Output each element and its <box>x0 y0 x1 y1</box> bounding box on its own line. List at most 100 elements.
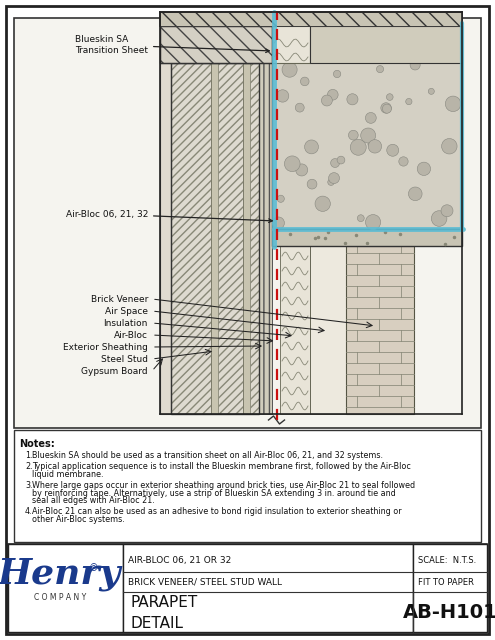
Circle shape <box>382 104 392 113</box>
Bar <box>160 26 272 63</box>
Bar <box>14 430 481 542</box>
Circle shape <box>427 37 438 47</box>
Circle shape <box>331 159 340 168</box>
Bar <box>250 63 259 414</box>
Text: Insulation: Insulation <box>103 319 148 328</box>
Text: C O M P A N Y: C O M P A N Y <box>34 593 86 602</box>
Bar <box>171 63 259 414</box>
Circle shape <box>406 99 412 105</box>
Circle shape <box>277 195 284 202</box>
Bar <box>243 63 250 414</box>
Circle shape <box>315 196 330 211</box>
Text: Brick Veneer: Brick Veneer <box>91 294 148 303</box>
Bar <box>310 26 462 63</box>
Bar <box>346 246 414 414</box>
Circle shape <box>300 77 309 86</box>
Bar <box>272 229 462 246</box>
Text: seal all edges with Air-Bloc 21.: seal all edges with Air-Bloc 21. <box>32 496 155 505</box>
Text: PARAPET
DETAIL: PARAPET DETAIL <box>131 595 198 630</box>
Circle shape <box>321 95 332 106</box>
Circle shape <box>348 131 358 140</box>
Circle shape <box>327 90 338 100</box>
Text: Blueskin SA
Transition Sheet: Blueskin SA Transition Sheet <box>75 35 269 54</box>
Text: 2.: 2. <box>25 462 33 471</box>
Bar <box>160 12 462 26</box>
Circle shape <box>359 49 367 57</box>
Circle shape <box>347 93 358 105</box>
Bar <box>272 26 462 229</box>
Text: Gypsum Board: Gypsum Board <box>81 367 148 376</box>
Circle shape <box>296 164 308 176</box>
Circle shape <box>357 215 364 221</box>
Circle shape <box>428 88 434 94</box>
Circle shape <box>285 156 300 172</box>
Bar <box>272 26 310 63</box>
Bar <box>14 18 481 428</box>
Circle shape <box>272 217 285 229</box>
Circle shape <box>387 93 393 100</box>
Circle shape <box>282 62 297 77</box>
Text: Air Space: Air Space <box>105 307 148 316</box>
Circle shape <box>444 56 450 63</box>
Circle shape <box>346 49 353 58</box>
Circle shape <box>350 140 366 156</box>
Circle shape <box>441 205 453 217</box>
Text: other Air-Bloc systems.: other Air-Bloc systems. <box>32 515 125 524</box>
Bar <box>280 246 310 414</box>
Circle shape <box>392 40 404 52</box>
Circle shape <box>328 179 334 186</box>
Text: by reinforcing tape. Alternatively, use a strip of Blueskin SA extending 3 in. a: by reinforcing tape. Alternatively, use … <box>32 488 396 497</box>
Circle shape <box>387 144 398 156</box>
Text: Blueskin SA should be used as a transition sheet on all Air-Bloc 06, 21, and 32 : Blueskin SA should be used as a transiti… <box>32 451 383 460</box>
Text: 4.: 4. <box>25 508 33 516</box>
Circle shape <box>304 140 318 154</box>
Circle shape <box>368 140 382 153</box>
Circle shape <box>430 44 438 52</box>
Circle shape <box>446 96 461 111</box>
Text: 1.: 1. <box>25 451 33 460</box>
Circle shape <box>304 33 314 44</box>
Text: 3.: 3. <box>25 481 33 490</box>
Circle shape <box>307 179 317 189</box>
Text: Where large gaps occur in exterior sheathing around brick ties, use Air-Bloc 21 : Where large gaps occur in exterior sheat… <box>32 481 415 490</box>
Text: Typical application sequence is to install the Blueskin membrane first, followed: Typical application sequence is to insta… <box>32 462 411 471</box>
Circle shape <box>337 156 345 164</box>
Circle shape <box>408 187 422 201</box>
Circle shape <box>365 214 381 230</box>
Bar <box>259 63 272 414</box>
Bar <box>211 63 218 414</box>
Text: Notes:: Notes: <box>19 439 55 449</box>
Text: SCALE:  N.T.S.: SCALE: N.T.S. <box>418 556 476 564</box>
Text: Steel Stud: Steel Stud <box>101 355 148 364</box>
Bar <box>160 12 462 26</box>
Circle shape <box>436 44 442 49</box>
Circle shape <box>276 90 289 102</box>
Text: BRICK VENEER/ STEEL STUD WALL: BRICK VENEER/ STEEL STUD WALL <box>128 578 282 587</box>
Bar <box>160 63 171 414</box>
Circle shape <box>365 113 376 124</box>
Circle shape <box>399 157 408 166</box>
Circle shape <box>442 138 457 154</box>
Circle shape <box>361 128 376 143</box>
Bar <box>310 246 346 414</box>
Bar <box>8 544 487 632</box>
Text: Exterior Sheathing: Exterior Sheathing <box>63 342 148 351</box>
Circle shape <box>410 60 420 70</box>
Circle shape <box>334 70 341 77</box>
Circle shape <box>296 103 304 112</box>
Text: FIT TO PAPER: FIT TO PAPER <box>418 578 474 587</box>
Text: AIR-BLOC 06, 21 OR 32: AIR-BLOC 06, 21 OR 32 <box>128 556 231 564</box>
Bar <box>123 544 413 632</box>
Text: Henry: Henry <box>0 557 122 591</box>
Bar <box>218 63 243 414</box>
Circle shape <box>417 162 431 175</box>
Text: Air-Bloc: Air-Bloc <box>114 330 148 339</box>
Circle shape <box>329 173 340 184</box>
Circle shape <box>381 103 391 113</box>
Circle shape <box>368 141 374 147</box>
Bar <box>413 544 487 632</box>
Text: liquid membrane.: liquid membrane. <box>32 470 103 479</box>
Text: Air-Bloc 06, 21, 32: Air-Bloc 06, 21, 32 <box>66 209 272 223</box>
Bar <box>160 26 272 63</box>
Bar <box>171 63 211 414</box>
